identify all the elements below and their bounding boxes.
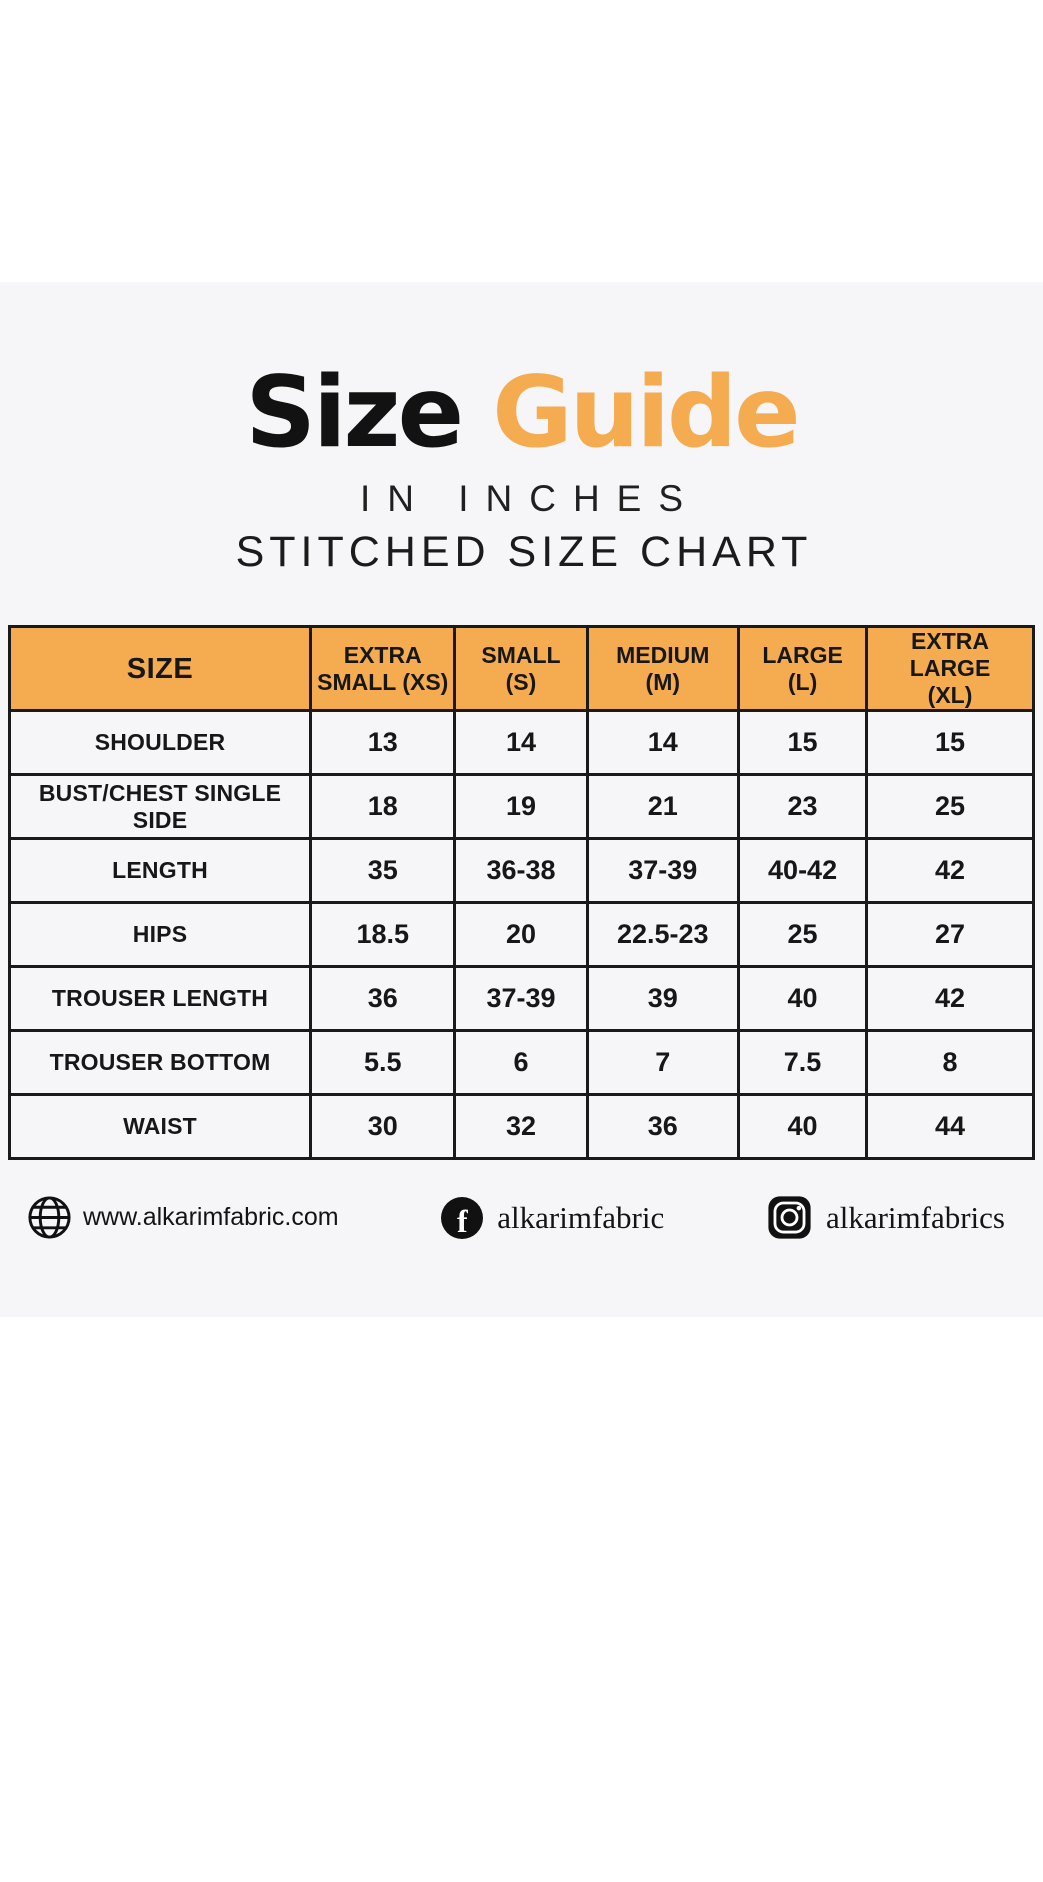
instagram-link: alkarimfabrics bbox=[767, 1195, 1005, 1240]
row-label: SHOULDER bbox=[7, 709, 313, 777]
globe-icon bbox=[26, 1194, 73, 1241]
website-link: www.alkarimfabric.com bbox=[26, 1194, 339, 1241]
cell: 25 bbox=[737, 901, 869, 969]
table-row-trouser-bottom: TROUSER BOTTOM 5.5 6 7 7.5 8 bbox=[7, 1029, 1035, 1097]
cell: 14 bbox=[585, 709, 741, 777]
row-label: WAIST bbox=[7, 1093, 313, 1161]
cell: 42 bbox=[865, 837, 1035, 905]
title-word-size: Size bbox=[245, 356, 464, 470]
column-header-extra-large: EXTRA LARGE (XL) bbox=[865, 624, 1035, 713]
cell: 23 bbox=[737, 773, 869, 841]
cell: 14 bbox=[453, 709, 589, 777]
row-label: TROUSER LENGTH bbox=[7, 965, 313, 1033]
cell: 15 bbox=[737, 709, 869, 777]
column-header-small: SMALL (S) bbox=[453, 624, 589, 713]
facebook-icon: f bbox=[441, 1196, 484, 1239]
table-row-length: LENGTH 35 36-38 37-39 40-42 42 bbox=[7, 837, 1035, 905]
row-label: TROUSER BOTTOM bbox=[7, 1029, 313, 1097]
facebook-icon-letter: f bbox=[456, 1202, 468, 1239]
website-url: www.alkarimfabric.com bbox=[83, 1203, 339, 1232]
title-word-guide: Guide bbox=[492, 356, 800, 470]
table-row-waist: WAIST 30 32 36 40 44 bbox=[7, 1093, 1035, 1161]
cell: 22.5-23 bbox=[585, 901, 741, 969]
facebook-handle: alkarimfabric bbox=[497, 1199, 665, 1235]
column-header-size: SIZE bbox=[7, 624, 313, 713]
cell: 36 bbox=[585, 1093, 741, 1161]
size-guide-panel: Size Guide IN INCHES STITCHED SIZE CHART… bbox=[0, 282, 1043, 1317]
subtitle-in-inches: IN INCHES bbox=[359, 478, 701, 519]
cell: 37-39 bbox=[585, 837, 741, 905]
cell: 40-42 bbox=[737, 837, 869, 905]
cell: 18.5 bbox=[309, 901, 457, 969]
cell: 25 bbox=[865, 773, 1035, 841]
column-header-large: LARGE (L) bbox=[737, 624, 869, 713]
cell: 5.5 bbox=[309, 1029, 457, 1097]
cell: 36-38 bbox=[453, 837, 589, 905]
cell: 6 bbox=[453, 1029, 589, 1097]
cell: 27 bbox=[865, 901, 1035, 969]
footer: www.alkarimfabric.com f alkarimfabric al… bbox=[26, 1194, 1005, 1241]
cell: 21 bbox=[585, 773, 741, 841]
cell: 13 bbox=[309, 709, 457, 777]
table-row-bust-chest: BUST/CHEST SINGLE SIDE 18 19 21 23 25 bbox=[7, 773, 1035, 841]
cell: 15 bbox=[865, 709, 1035, 777]
cell: 40 bbox=[737, 1093, 869, 1161]
cell: 18 bbox=[309, 773, 457, 841]
instagram-icon bbox=[767, 1195, 812, 1240]
subtitle-stitched-size-chart: STITCHED SIZE CHART bbox=[235, 528, 813, 576]
table-row-hips: HIPS 18.5 20 22.5-23 25 27 bbox=[7, 901, 1035, 969]
cell: 20 bbox=[453, 901, 589, 969]
cell: 40 bbox=[737, 965, 869, 1033]
cell: 37-39 bbox=[453, 965, 589, 1033]
size-chart-table: SIZE EXTRA SMALL (XS) SMALL (S) MEDIUM (… bbox=[7, 624, 1035, 1161]
page-title: Size Guide bbox=[0, 364, 1043, 462]
cell: 8 bbox=[865, 1029, 1035, 1097]
column-header-medium: MEDIUM (M) bbox=[585, 624, 741, 713]
cell: 19 bbox=[453, 773, 589, 841]
cell: 35 bbox=[309, 837, 457, 905]
facebook-link: f alkarimfabric bbox=[441, 1196, 665, 1239]
instagram-handle: alkarimfabrics bbox=[825, 1199, 1005, 1235]
cell: 42 bbox=[865, 965, 1035, 1033]
cell: 7 bbox=[585, 1029, 741, 1097]
table-row-trouser-length: TROUSER LENGTH 36 37-39 39 40 42 bbox=[7, 965, 1035, 1033]
cell: 30 bbox=[309, 1093, 457, 1161]
table-header-row: SIZE EXTRA SMALL (XS) SMALL (S) MEDIUM (… bbox=[7, 624, 1035, 713]
cell: 39 bbox=[585, 965, 741, 1033]
cell: 44 bbox=[865, 1093, 1035, 1161]
row-label: BUST/CHEST SINGLE SIDE bbox=[7, 773, 313, 841]
table-row-shoulder: SHOULDER 13 14 14 15 15 bbox=[7, 709, 1035, 777]
column-header-extra-small: EXTRA SMALL (XS) bbox=[309, 624, 457, 713]
cell: 36 bbox=[309, 965, 457, 1033]
row-label: HIPS bbox=[7, 901, 313, 969]
cell: 7.5 bbox=[737, 1029, 869, 1097]
cell: 32 bbox=[453, 1093, 589, 1161]
row-label: LENGTH bbox=[7, 837, 313, 905]
